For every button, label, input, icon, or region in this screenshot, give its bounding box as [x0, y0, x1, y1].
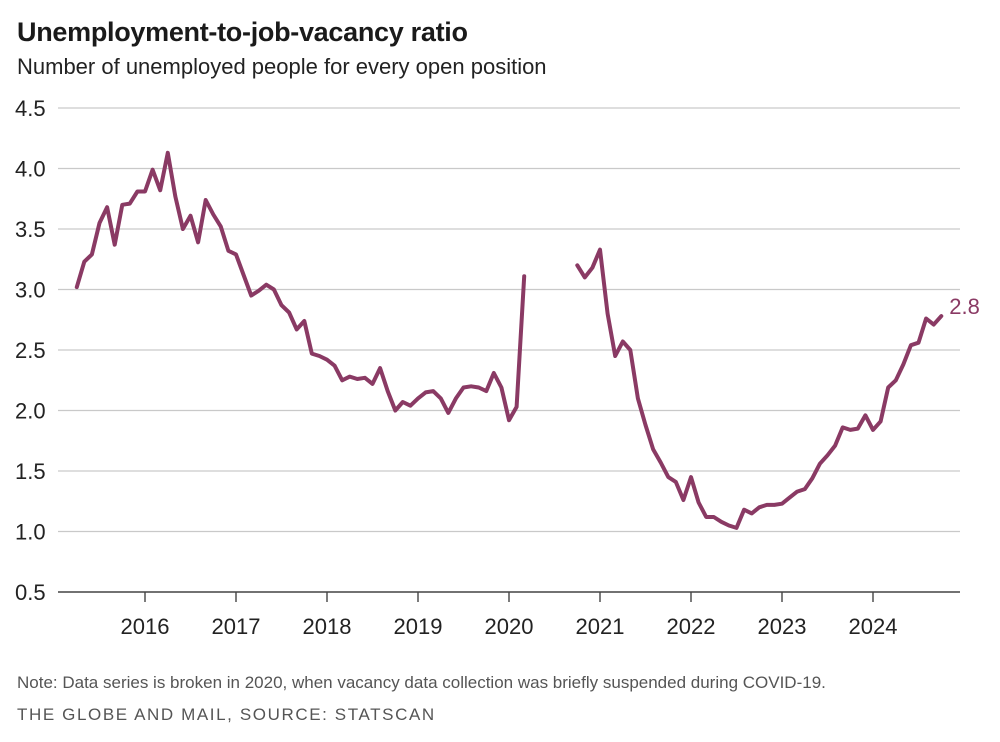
- series-layer: [74, 150, 944, 530]
- x-tick-label: 2023: [758, 614, 807, 639]
- chart-title: Unemployment-to-job-vacancy ratio: [17, 17, 468, 47]
- y-tick-label: 2.5: [15, 338, 46, 363]
- x-tick-label: 2016: [121, 614, 170, 639]
- y-axis-tick-labels: 0.5 1.0 1.5 2.0 2.5 3.0 3.5 4.0 4.5: [15, 96, 46, 605]
- y-tick-label: 2.0: [15, 399, 46, 424]
- source-credit: THE GLOBE AND MAIL, SOURCE: STATSCAN: [17, 705, 436, 724]
- footnote: Note: Data series is broken in 2020, whe…: [17, 673, 826, 692]
- series-line-segment: [575, 247, 944, 530]
- x-axis-tick-labels: 2016 2017 2018 2019 2020 2021 2022 2023 2024: [121, 614, 898, 639]
- x-tick-label: 2024: [849, 614, 898, 639]
- x-axis: [58, 591, 960, 602]
- x-tick-label: 2020: [485, 614, 534, 639]
- y-tick-label: 0.5: [15, 580, 46, 605]
- y-tick-label: 3.0: [15, 278, 46, 303]
- x-tick-label: 2017: [212, 614, 261, 639]
- y-tick-label: 4.0: [15, 157, 46, 182]
- y-tick-label: 1.0: [15, 520, 46, 545]
- end-value-label: 2.8: [949, 294, 980, 319]
- x-tick-label: 2021: [576, 614, 625, 639]
- chart-subtitle: Number of unemployed people for every op…: [17, 54, 547, 79]
- y-tick-label: 4.5: [15, 96, 46, 121]
- x-tick-label: 2019: [394, 614, 443, 639]
- series-line-segment: [74, 150, 527, 423]
- x-tick-label: 2022: [667, 614, 716, 639]
- x-tick-label: 2018: [303, 614, 352, 639]
- y-tick-label: 3.5: [15, 217, 46, 242]
- y-tick-label: 1.5: [15, 459, 46, 484]
- gridlines: [58, 107, 960, 533]
